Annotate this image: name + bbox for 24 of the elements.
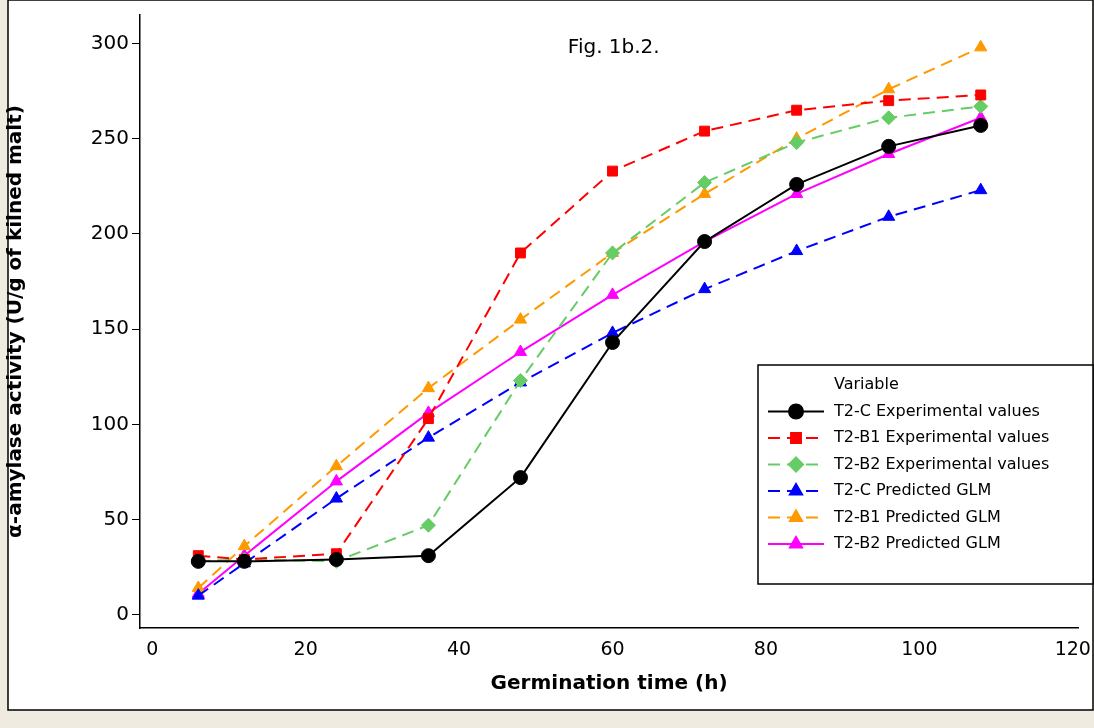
y-tick-label: 50 bbox=[103, 505, 129, 530]
x-tick-label: 80 bbox=[753, 637, 779, 660]
x-axis-title: Germination time (h) bbox=[490, 670, 728, 695]
x-tick-label: 100 bbox=[901, 637, 938, 660]
legend-label: T2-C Predicted GLM bbox=[833, 480, 992, 500]
x-tick-label: 120 bbox=[1054, 637, 1091, 660]
x-tick-label: 40 bbox=[447, 637, 472, 660]
y-tick-label: 250 bbox=[90, 124, 129, 149]
legend-label: T2-B2 Experimental values bbox=[833, 453, 1050, 473]
x-tick-label: 20 bbox=[293, 637, 318, 660]
y-tick-label: 150 bbox=[90, 315, 129, 340]
legend-label: T2-B1 Predicted GLM bbox=[833, 506, 1001, 526]
x-tick-label: 60 bbox=[600, 637, 625, 660]
legend-label: T2-B2 Predicted GLM bbox=[833, 533, 1001, 553]
y-tick-label: 300 bbox=[90, 29, 129, 54]
y-tick-label: 100 bbox=[90, 410, 129, 435]
y-tick-label: 200 bbox=[90, 220, 129, 245]
y-tick-label: 0 bbox=[116, 600, 129, 625]
x-tick-label: 0 bbox=[146, 637, 159, 660]
legend-label: T2-C Experimental values bbox=[833, 400, 1040, 420]
legend-title: Variable bbox=[834, 374, 899, 394]
y-axis-title: α-amylase activity (U/g of kilned malt) bbox=[2, 105, 27, 538]
legend-label: T2-B1 Experimental values bbox=[833, 427, 1050, 447]
text: Fig. 1b.2. bbox=[567, 34, 660, 59]
